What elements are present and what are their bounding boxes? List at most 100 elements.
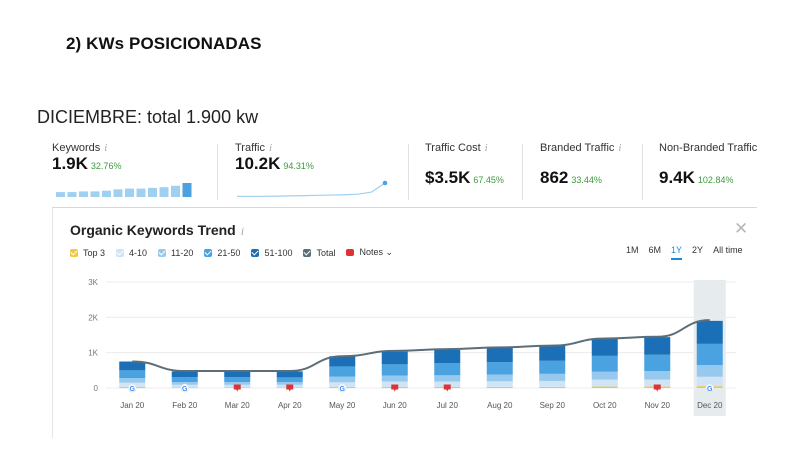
metric-change: 32.76% xyxy=(90,161,122,171)
legend-label: 21-50 xyxy=(217,247,241,258)
info-icon[interactable]: i xyxy=(484,142,488,154)
metric-keywords[interactable]: Keywords i 1.9K 32.76% xyxy=(52,142,202,202)
bar-segment xyxy=(539,360,566,374)
metric-non-branded-traffic[interactable]: Non-Branded Traffic 9.4K 102.84% xyxy=(659,142,757,202)
checkbox-icon xyxy=(158,248,167,257)
legend-4-10[interactable]: 4-10 xyxy=(116,248,147,258)
panel-title: Organic Keywords Trend i xyxy=(70,222,244,239)
x-tick-label: Oct 20 xyxy=(593,401,617,410)
notes-dropdown[interactable]: Notes ⌄ xyxy=(346,247,393,258)
traffic-sparkline xyxy=(237,180,388,197)
note-marker-icon xyxy=(443,384,451,392)
metric-traffic[interactable]: Traffic i 10.2K 94.31% xyxy=(235,142,395,202)
sparkline-bar xyxy=(148,187,157,197)
sparkline-bar xyxy=(136,188,146,197)
bar-segment xyxy=(591,355,618,372)
bar-segment xyxy=(381,381,408,387)
sparkline-bar xyxy=(79,191,88,197)
month-summary: DICIEMBRE: total 1.900 kw xyxy=(37,107,259,127)
bar-segment xyxy=(381,375,408,382)
time-range-selector: 1M 6M 1Y 2Y All time xyxy=(626,245,753,260)
x-tick-label: Jun 20 xyxy=(383,401,408,410)
range-6m[interactable]: 6M xyxy=(648,245,662,255)
panel-title-text: Organic Keywords Trend xyxy=(70,222,236,238)
legend-total[interactable]: Total xyxy=(303,248,335,258)
note-marker-icon xyxy=(653,384,661,392)
keywords-sparkline xyxy=(56,183,192,197)
bar-segment xyxy=(591,371,618,380)
sparkline-bar xyxy=(67,192,77,197)
bar-segment xyxy=(224,381,251,385)
google-icon: G xyxy=(130,386,136,393)
bar-segment xyxy=(486,374,513,382)
bar-segment xyxy=(329,356,356,367)
notes-label: Notes ⌄ xyxy=(359,247,394,257)
sparkline-bar xyxy=(159,187,169,197)
metric-change: 67.45% xyxy=(473,175,504,185)
sparkline-bar xyxy=(125,188,134,197)
divider xyxy=(642,144,643,200)
x-tick-label: Jan 20 xyxy=(120,401,145,410)
bar-segment xyxy=(119,361,146,371)
metric-change: 94.31% xyxy=(283,161,314,171)
total-line xyxy=(132,319,710,373)
bar-segment xyxy=(486,362,513,375)
y-tick-label: 3K xyxy=(88,278,98,287)
legend-top-3[interactable]: Top 3 xyxy=(70,248,105,258)
section-heading: 2) KWs POSICIONADAS xyxy=(66,34,262,53)
bar-segment xyxy=(171,371,198,378)
metric-value: 9.4K xyxy=(659,168,695,187)
info-icon[interactable]: i xyxy=(618,142,622,154)
sparkline-bar xyxy=(56,192,65,197)
sparkline-bar xyxy=(102,190,111,197)
y-tick-label: 2K xyxy=(88,313,98,322)
organic-keywords-chart[interactable]: 0 1K 2K 3K Jan 20 Feb 20 Mar 20 Apr 20 May 20 Jun… xyxy=(60,270,750,420)
google-icon: G xyxy=(707,386,713,393)
range-2y[interactable]: 2Y xyxy=(692,245,704,255)
legend-51-100[interactable]: 51-100 xyxy=(251,248,292,258)
range-1y[interactable]: 1Y xyxy=(671,245,683,260)
bar-segment xyxy=(171,381,198,385)
google-update-marker xyxy=(705,383,715,393)
metric-branded-traffic[interactable]: Branded Traffic i 862 33.44% xyxy=(540,142,621,202)
legend-21-50[interactable]: 21-50 xyxy=(204,248,240,258)
legend-label: Top 3 xyxy=(83,247,106,258)
trend-panel xyxy=(52,207,757,438)
sparkline-bar xyxy=(171,185,180,197)
metric-label: Branded Traffic xyxy=(540,142,615,154)
google-update-marker xyxy=(337,383,347,393)
bar-segment xyxy=(276,377,303,382)
divider xyxy=(408,144,409,200)
metric-traffic-cost[interactable]: Traffic Cost i $3.5K 67.45% xyxy=(425,142,504,202)
note-marker-icon xyxy=(233,384,241,392)
bar-segment xyxy=(539,345,566,361)
metric-change: 33.44% xyxy=(571,175,602,185)
bar-segment xyxy=(434,381,461,387)
range-1m[interactable]: 1M xyxy=(626,245,639,255)
legend-11-20[interactable]: 11-20 xyxy=(158,248,193,258)
info-icon[interactable]: i xyxy=(268,142,273,154)
metric-label: Keywords xyxy=(52,142,101,154)
divider xyxy=(217,144,218,200)
info-icon[interactable]: i xyxy=(104,142,108,154)
metric-label: Non-Branded Traffic xyxy=(659,142,758,154)
x-tick-label: Sep 20 xyxy=(540,401,566,410)
legend-label: 51-100 xyxy=(264,247,293,258)
bar-segment xyxy=(591,386,618,388)
checkbox-icon xyxy=(70,248,78,257)
bar-segment xyxy=(119,370,146,379)
bar-segment xyxy=(591,379,618,387)
checkbox-icon xyxy=(251,248,260,257)
range-all-time[interactable]: All time xyxy=(713,245,743,255)
bar-segment xyxy=(591,338,618,356)
metric-value: 10.2K xyxy=(235,154,281,173)
bar-segment xyxy=(329,366,356,377)
bar-segment xyxy=(644,371,671,380)
bar-segment xyxy=(434,363,461,376)
divider xyxy=(522,144,523,200)
close-icon[interactable]: ✕ xyxy=(734,219,749,238)
bar-segment xyxy=(486,381,513,387)
google-update-marker xyxy=(127,383,137,393)
bar-segment xyxy=(276,371,303,378)
info-icon[interactable]: i xyxy=(240,224,245,238)
